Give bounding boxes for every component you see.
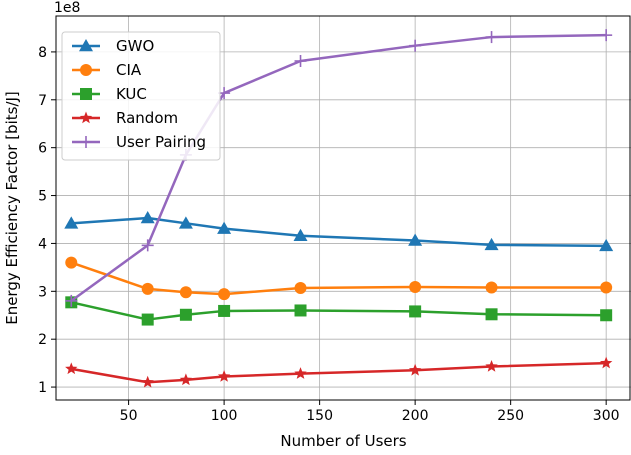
- data-point-kuc: [485, 308, 498, 321]
- x-tick-label: 200: [402, 408, 429, 424]
- data-point-user-pairing: [485, 31, 498, 44]
- data-point-gwo: [178, 216, 193, 229]
- data-point-random: [65, 362, 78, 375]
- series-kuc: [65, 296, 613, 326]
- series-line-random: [71, 361, 607, 384]
- data-point-cia: [179, 286, 192, 299]
- data-point-gwo: [599, 238, 614, 252]
- series-cia: [65, 256, 613, 301]
- legend-label: Random: [116, 109, 178, 127]
- data-point-cia: [218, 288, 231, 301]
- data-point-user-pairing: [141, 239, 154, 252]
- y-tick-label: 2: [38, 332, 47, 348]
- series-gwo: [64, 211, 614, 252]
- axis-ticks: 50 100 150 200 250 300 1 2 3 4 5 6 7 8: [38, 45, 619, 424]
- data-point-gwo: [408, 233, 423, 246]
- legend-box: [61, 31, 221, 161]
- series-layer: [64, 29, 614, 388]
- data-point-random: [485, 359, 498, 372]
- legend-item-cia: CIA: [72, 61, 142, 79]
- legend-marker: [80, 88, 92, 100]
- legend-marker: [79, 111, 93, 124]
- x-tick-label: 250: [497, 408, 524, 424]
- data-point-user-pairing: [409, 39, 422, 52]
- data-point-gwo: [140, 211, 155, 224]
- data-point-gwo: [484, 237, 499, 251]
- data-point-kuc: [409, 305, 422, 318]
- legend-item-gwo: GWO: [72, 37, 154, 55]
- y-tick-label: 1: [38, 380, 47, 396]
- data-point-kuc: [218, 304, 231, 317]
- y-tick-label: 7: [38, 93, 47, 109]
- series-random: [65, 356, 613, 388]
- data-point-random: [141, 375, 154, 388]
- y-tick-label: 5: [38, 189, 47, 205]
- data-point-gwo: [293, 228, 308, 242]
- y-tick-label: 3: [38, 284, 47, 300]
- legend-label: KUC: [116, 85, 147, 103]
- legend-item-random: Random: [72, 109, 178, 127]
- legend-item-kuc: KUC: [72, 85, 147, 103]
- data-point-kuc: [294, 304, 307, 317]
- legend-marker: [80, 64, 92, 76]
- series-user-pairing: [65, 29, 613, 307]
- x-tick-label: 50: [120, 408, 138, 424]
- x-tick-label: 100: [211, 408, 238, 424]
- y-tick-label: 8: [38, 45, 47, 61]
- x-axis-title: Number of Users: [280, 432, 406, 450]
- data-point-cia: [485, 281, 498, 294]
- y-axis-title: Energy Efficiency Factor [bits/J]: [3, 91, 21, 325]
- data-point-cia: [294, 281, 307, 294]
- data-point-cia: [409, 281, 422, 294]
- data-point-user-pairing: [294, 55, 307, 68]
- legend-marker: [79, 39, 93, 52]
- data-point-random: [408, 363, 422, 376]
- data-point-user-pairing: [65, 294, 78, 307]
- data-point-kuc: [179, 308, 192, 321]
- data-point-gwo: [64, 216, 79, 229]
- x-tick-label: 300: [593, 408, 620, 424]
- plot-frame: [55, 15, 631, 401]
- data-point-random: [179, 373, 193, 386]
- data-point-cia: [600, 281, 613, 294]
- legend-marker: [80, 136, 92, 148]
- x-tick-label: 150: [306, 408, 333, 424]
- data-point-gwo: [217, 221, 232, 234]
- legend-label: CIA: [116, 61, 142, 79]
- legend-label: User Pairing: [116, 133, 206, 151]
- legend-item-user-pairing: User Pairing: [72, 133, 206, 151]
- series-line-gwo: [71, 216, 607, 248]
- data-point-cia: [141, 282, 154, 295]
- legend-label: GWO: [116, 37, 154, 55]
- data-point-random: [217, 370, 231, 382]
- data-point-random: [599, 356, 613, 369]
- data-point-user-pairing: [600, 29, 613, 42]
- data-point-kuc: [141, 313, 154, 326]
- y-tick-label: 4: [38, 236, 47, 252]
- y-scale-label: 1e8: [54, 0, 80, 16]
- legend: GWO CIA KUC Random User Pairing: [61, 31, 221, 161]
- data-point-random: [294, 367, 307, 379]
- series-line-kuc: [71, 301, 607, 321]
- data-point-kuc: [600, 309, 613, 322]
- y-tick-label: 6: [38, 141, 47, 157]
- series-line-cia: [70, 261, 607, 296]
- data-point-cia: [65, 256, 78, 269]
- series-line-user-pairing: [70, 33, 607, 302]
